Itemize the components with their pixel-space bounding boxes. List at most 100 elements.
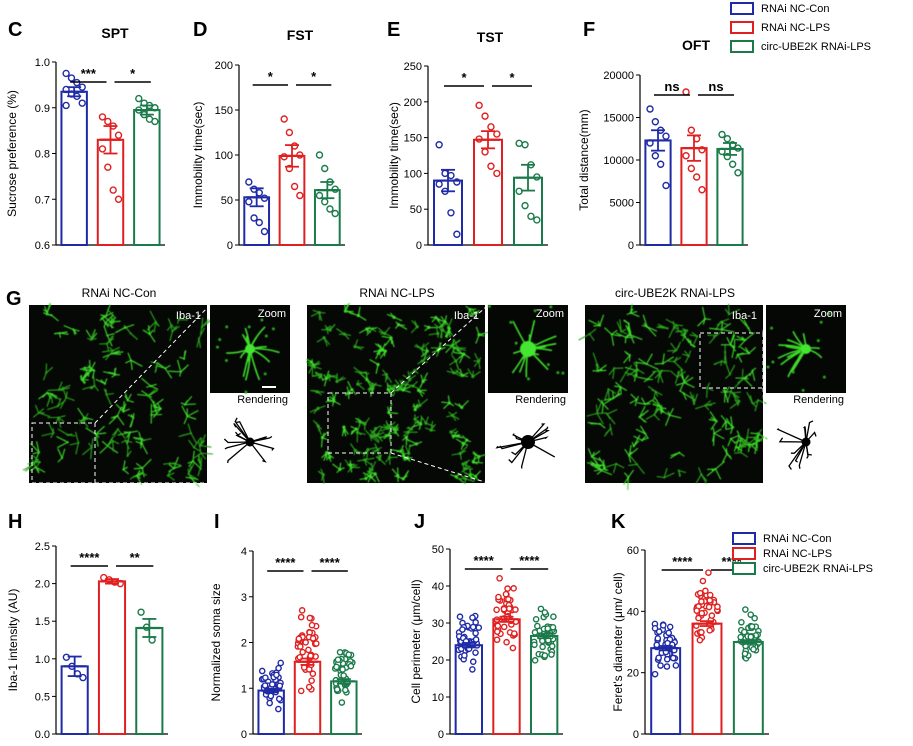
- data-point: [696, 589, 704, 597]
- data-point: [275, 705, 282, 713]
- data-point: [539, 643, 546, 651]
- data-point: [718, 130, 726, 139]
- legend-swatch: [732, 562, 756, 575]
- data-point: [297, 643, 304, 650]
- legend-label: circ-UBE2K RNAi-LPS: [763, 563, 873, 575]
- data-point: [475, 624, 483, 631]
- y-tick-label: 0: [628, 240, 634, 252]
- data-point: [137, 608, 145, 616]
- data-point: [742, 606, 749, 613]
- data-point: [309, 670, 317, 678]
- chart-c: C SPT 0.6 0.7 0.8 0.9 1.0 Sucrose preference (%…: [5, 19, 165, 252]
- y-axis-label: Immobility time(sec): [191, 102, 205, 209]
- data-point: [305, 683, 313, 691]
- data-point: [496, 575, 503, 582]
- y-axis-label: Total distance(mm): [577, 109, 591, 210]
- data-point: [481, 112, 489, 120]
- chart-h: H 0.0 0.5 1.0 1.5 2.0 2.5 Iba-1 intensity (AU) *…: [6, 511, 168, 741]
- zoom-guide-line: [390, 452, 489, 484]
- data-point: [693, 607, 701, 614]
- data-point: [666, 623, 674, 631]
- data-point: [537, 605, 545, 613]
- zoom-region-box: [699, 332, 764, 389]
- data-point: [266, 699, 273, 707]
- data-point: [655, 654, 662, 662]
- data-point: [662, 181, 670, 190]
- data-point: [487, 123, 495, 131]
- y-tick-label: 250: [404, 61, 422, 73]
- micrograph-group: circ-UBE2K RNAi-LPS Iba-1 Zoom Rendering: [578, 286, 846, 491]
- data-point: [748, 623, 756, 630]
- data-point: [532, 615, 540, 623]
- data-point: [493, 130, 501, 138]
- group-title: RNAi NC-Con: [82, 286, 157, 300]
- data-point: [702, 587, 709, 595]
- panel-letter: C: [8, 19, 22, 41]
- data-point: [296, 191, 304, 200]
- data-point: [339, 666, 346, 673]
- chart-d: D FST 0 50 100 150 200 Immobility time(sec) * *: [191, 19, 345, 252]
- zoom-region-box: [327, 392, 392, 454]
- data-point: [510, 585, 517, 592]
- chart-e: E TST 0 50 100 150 200 250 Immobility time(sec) *…: [387, 19, 548, 252]
- legend-label: RNAi NC-LPS: [761, 22, 830, 34]
- data-point: [515, 139, 523, 148]
- chart-title: OFT: [682, 37, 710, 53]
- data-point: [493, 169, 501, 178]
- data-point: [447, 209, 455, 217]
- zoom-region-box: [31, 422, 96, 484]
- legend-swatch: [730, 21, 754, 34]
- y-tick-label: 60: [627, 545, 639, 557]
- microglia-cells: [305, 302, 489, 484]
- significance-label: **: [130, 550, 141, 565]
- data-point: [469, 658, 477, 666]
- y-tick-label: 50: [432, 544, 444, 556]
- legend-label: circ-UBE2K RNAi-LPS: [761, 41, 871, 53]
- data-point: [306, 614, 314, 622]
- data-point: [705, 569, 712, 576]
- data-point: [549, 623, 557, 631]
- data-point: [531, 629, 539, 636]
- data-point: [672, 662, 680, 669]
- legend-swatch: [730, 2, 754, 15]
- zoom-label: Zoom: [258, 308, 286, 320]
- y-tick-label: 3: [241, 592, 247, 604]
- data-point: [502, 590, 510, 598]
- data-point: [533, 216, 541, 224]
- chart-f: F OFT 0 5000 10000 15000 20000 Total distance(m…: [577, 19, 748, 252]
- legend: RNAi NC-Con RNAi NC-LPS circ-UBE2K RNAi-LP…: [732, 532, 873, 575]
- cell-rendering: [495, 423, 556, 469]
- data-point: [699, 577, 707, 585]
- group-title: circ-UBE2K RNAi-LPS: [615, 286, 735, 300]
- data-point: [487, 162, 495, 170]
- data-point: [461, 652, 468, 659]
- data-point: [342, 686, 349, 694]
- data-point: [504, 585, 511, 592]
- data-point: [148, 636, 156, 644]
- zoom-label: Zoom: [814, 308, 842, 320]
- data-point: [245, 198, 253, 206]
- data-point: [258, 667, 266, 675]
- data-point: [698, 609, 706, 617]
- data-point: [315, 151, 324, 159]
- data-point: [527, 212, 535, 221]
- microglia-cells: [578, 303, 768, 491]
- panel-letter: I: [214, 511, 220, 533]
- panel-letter: E: [387, 19, 400, 41]
- data-point: [331, 209, 339, 218]
- y-tick-label: 150: [404, 133, 422, 145]
- data-point: [104, 117, 112, 126]
- y-tick-label: 200: [215, 60, 233, 72]
- bar: [133, 109, 161, 246]
- data-point: [261, 682, 269, 689]
- significance-label: *: [130, 66, 136, 81]
- significance-label: ****: [474, 553, 495, 568]
- data-point: [654, 635, 662, 642]
- data-point: [663, 663, 671, 670]
- zoom-guide-line: [390, 304, 489, 394]
- data-point: [500, 605, 508, 613]
- data-point: [687, 126, 696, 134]
- y-axis-label: Iba-1 intensity (AU): [6, 589, 20, 692]
